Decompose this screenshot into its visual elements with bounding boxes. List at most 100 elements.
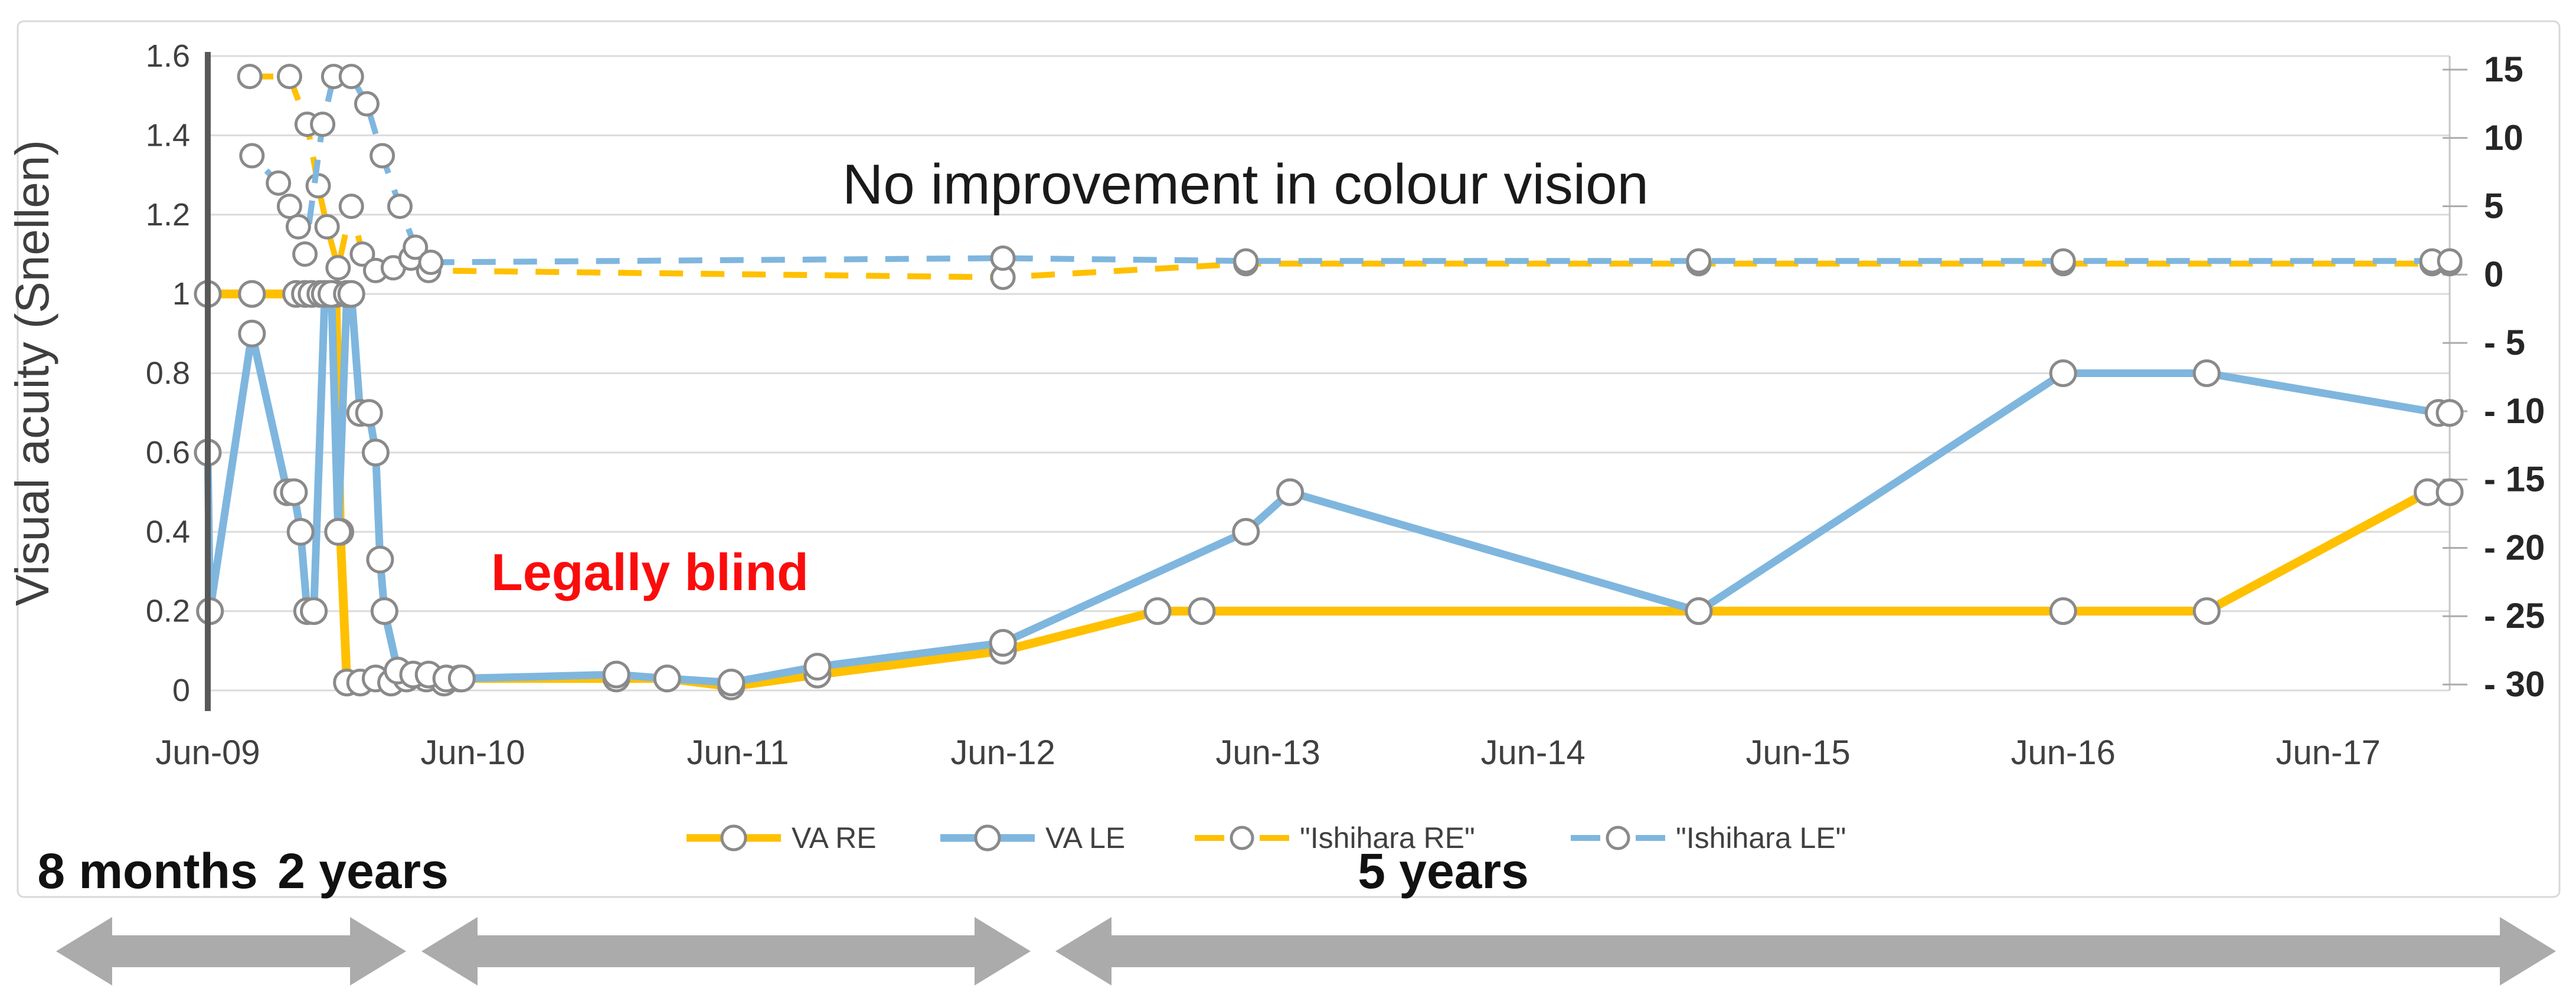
data-point-marker-va-le [447,664,476,693]
data-point-marker-ishihara-le [310,112,336,137]
x-axis-tick-label: Jun-11 [687,734,789,772]
legend-label: VA LE [1045,821,1125,854]
legend-swatch-marker [1606,826,1630,850]
data-point-marker-ishihara-le [338,64,364,90]
data-point-marker-va-le [324,518,352,546]
series-group [194,64,2464,700]
data-point-marker-va-le [286,518,315,546]
data-point-marker-ishihara-le [292,241,318,267]
right-axis-tick-label: - 20 [2484,528,2545,567]
data-point-marker-ishihara-re [349,241,375,267]
data-point-marker-ishihara-le [266,170,292,196]
data-point-marker-va-le [717,669,746,697]
legend-swatch-marker [974,824,1001,852]
data-point-marker-va-re [2192,597,2221,626]
data-point-marker-ishihara-re [237,64,263,90]
legend-swatch-marker [1230,826,1254,850]
right-axis-tick-label: 15 [2484,50,2523,89]
y-axis-tick-label: 0.8 [146,356,190,391]
timeline-arrow [421,917,1031,985]
data-point-marker-va-le [280,478,308,506]
data-point-marker-va-le [337,280,365,308]
data-point-marker-ishihara-le [2050,248,2076,274]
legend-item: VA RE [687,821,877,854]
data-point-marker-ishihara-le [1686,248,1712,274]
legend-item: VA LE [940,821,1125,854]
data-point-marker-ishihara-le [354,91,380,117]
legend-label: "Ishihara RE" [1300,821,1475,854]
y-axis-tick-label: 0.6 [146,435,190,470]
right-axis-tick-label: 10 [2484,118,2523,158]
right-axis-tick-label: 0 [2484,254,2503,294]
data-point-marker-ishihara-le [239,143,265,169]
legend: VA RE VA LE "Ishihara RE" "Ishihara LE" [687,821,1846,854]
data-point-marker-va-re [1143,597,1172,626]
data-point-marker-ishihara-le [403,234,429,260]
timeline-arrow [56,917,406,985]
data-point-marker-ishihara-re [338,194,364,220]
data-point-marker-va-le [238,319,266,348]
data-point-marker-ishihara-le [276,194,302,220]
axis-labels: 1.6 1.4 1.2 1 0.8 0.6 0.4 0.2 0 15 10 5 0 - 5 - 10 - 15… [146,38,2545,772]
x-axis-tick-label: Jun-10 [420,734,525,772]
legend-label: VA RE [792,821,877,854]
y-axis-tick-label: 1.4 [146,117,190,153]
timeline-label: 5 years [1358,843,1529,899]
data-point-marker-ishihara-le [2437,248,2463,274]
y-axis-tick-label: 0.4 [146,514,190,549]
right-axis-tick-label: - 10 [2484,391,2545,431]
data-point-marker-ishihara-le [285,214,311,240]
y-axis-tick-label: 1.2 [146,197,190,233]
data-point-marker-va-le [300,597,328,626]
data-point-marker-ishihara-re [314,214,340,240]
data-point-marker-va-le [1232,518,1260,546]
right-axis-tick-label: - 25 [2484,596,2545,636]
y-axis-tick-label: 1.6 [146,38,190,74]
data-point-marker-ishihara-le [370,143,395,169]
legend-item: "Ishihara RE" [1195,821,1475,854]
data-point-marker-va-re [1188,597,1216,626]
legend-item: "Ishihara LE" [1571,821,1846,854]
right-axis-tick-label: - 30 [2484,664,2545,704]
data-point-marker-va-re [2436,478,2464,506]
legend-swatch-marker [720,824,747,852]
x-axis-tick-label: Jun-13 [1215,734,1320,772]
annotation-no-improvement: No improvement in colour vision [842,153,1649,216]
legend-label: "Ishihara LE" [1676,821,1846,854]
timeline-label: 8 months [37,843,257,899]
data-point-marker-va-le [989,628,1017,657]
data-point-marker-ishihara-le [418,250,444,275]
x-axis-tick-label: Jun-12 [950,734,1055,772]
data-point-marker-va-le [355,399,383,427]
y-axis-tick-label: 1 [172,276,190,312]
right-axis-tick-label: - 5 [2484,323,2525,362]
data-point-marker-va-le [1685,597,1713,626]
x-axis-tick-label: Jun-14 [1480,734,1585,772]
timeline-label: 2 years [277,843,449,899]
data-point-marker-ishihara-re [325,255,351,281]
y-axis-tick-label: 0.2 [146,594,190,629]
y-axis-title: Visual acuity (Snellen) [6,140,58,606]
data-point-marker-ishihara-le [990,245,1016,271]
data-point-marker-va-re [2049,597,2077,626]
data-point-marker-va-le [803,653,832,681]
data-point-marker-va-le [361,438,390,467]
data-point-marker-va-le [366,545,394,574]
data-point-marker-va-le [653,664,681,693]
x-axis-tick-label: Jun-17 [2276,734,2381,772]
timeline-arrow [1055,917,2556,985]
right-axis-tick-label: - 15 [2484,460,2545,499]
x-axis-tick-label: Jun-15 [1745,734,1850,772]
data-point-marker-va-le [370,597,398,626]
annotation-legally-blind: Legally blind [491,543,809,601]
data-point-marker-va-le [1276,478,1304,506]
data-point-marker-va-re [238,280,266,308]
data-point-marker-va-le [2192,359,2221,387]
y-axis-tick-label: 0 [172,673,190,708]
data-point-marker-va-le [2436,399,2464,427]
data-point-marker-va-le [602,660,630,689]
x-axis-tick-label: Jun-16 [2011,734,2116,772]
right-axis-tick-label: 5 [2484,186,2503,226]
x-axis-tick-label: Jun-09 [155,734,260,772]
